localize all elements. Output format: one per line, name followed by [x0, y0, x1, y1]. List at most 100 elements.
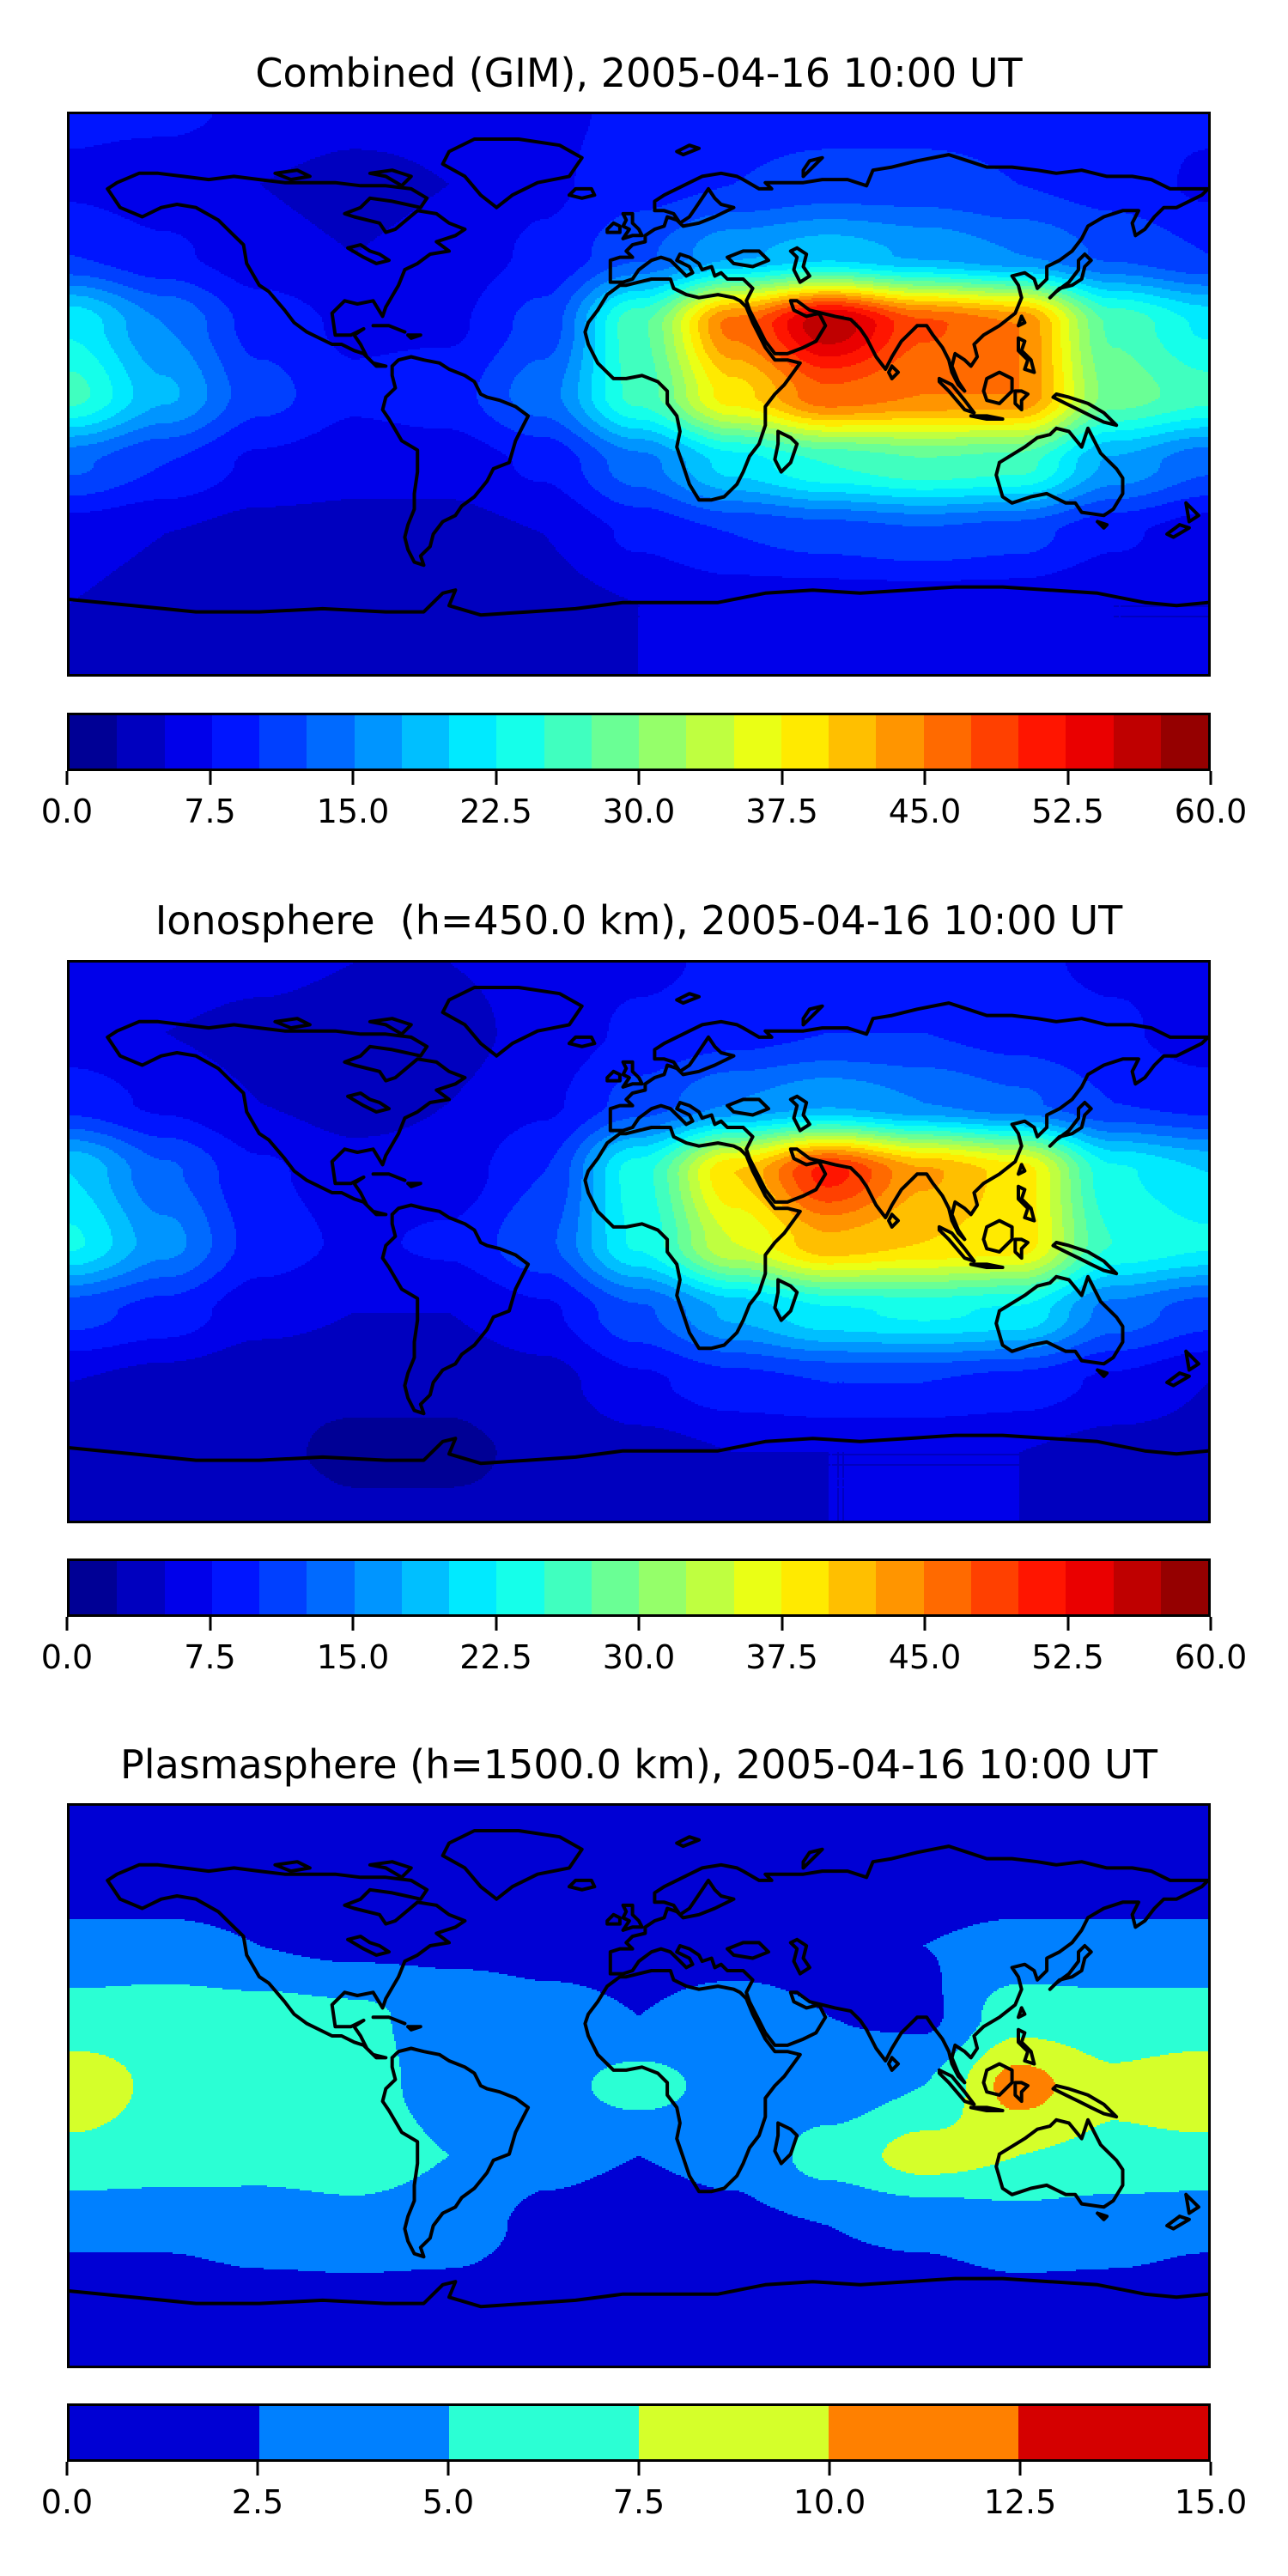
tec-heatmap-ionosphere [70, 963, 1208, 1521]
colorbar-tick-label: 15.0 [316, 793, 390, 830]
colorbar-segment [829, 715, 877, 769]
coastline-path [788, 1094, 811, 1133]
coastline-path [440, 1829, 584, 1901]
coastline-path [1048, 1101, 1093, 1148]
colorbar-labels-ionosphere: 0.0 7.5 15.0 22.5 30.0 37.5 45.0 52.5 60.0 [41, 1638, 1248, 1680]
coastline-path [801, 1004, 824, 1027]
coastline-path [675, 992, 701, 1005]
coastline-path [106, 1862, 467, 2060]
coastline-path [346, 1091, 391, 1114]
colorbar-segment [876, 715, 924, 769]
colorbar-ionosphere [67, 1558, 1211, 1617]
colorbar-segment [449, 715, 497, 769]
colorbar-segment [733, 1561, 781, 1614]
coastline-path [608, 1001, 1208, 1242]
colorbar-tick-mark [495, 771, 497, 785]
colorbar-segment [354, 1561, 402, 1614]
colorbar-segment [923, 1561, 971, 1614]
colorbar-tick-label: 37.5 [745, 1638, 818, 1676]
tec-heatmap-plasmasphere [70, 1806, 1208, 2366]
coastline-path [368, 168, 413, 188]
coastline-path [1017, 1184, 1036, 1223]
colorbar-tick-label: 0.0 [40, 793, 94, 830]
coastline-path [371, 1172, 407, 1182]
colorbar-segment [401, 715, 449, 769]
colorbar-segment [1113, 715, 1161, 769]
coastline-path [1096, 1368, 1109, 1378]
colorbar-segment [544, 1561, 592, 1614]
coastline-path [726, 1097, 770, 1117]
colorbar-segment [829, 2406, 1018, 2459]
coastline-path [605, 1912, 622, 1926]
colorbar-tick-mark [65, 2462, 69, 2476]
colorbar-tick-mark [351, 1617, 355, 1631]
coastline-path [773, 429, 799, 474]
colorbar-segment [449, 2406, 639, 2459]
coastline-path [106, 171, 467, 368]
coastline-path [568, 1035, 597, 1048]
colorbar-tick-mark [637, 771, 641, 785]
coastline-path [440, 137, 584, 210]
colorbar-tick-label: 52.5 [1031, 1638, 1104, 1676]
colorbar-tick-label: 60.0 [1174, 1638, 1248, 1676]
coastline-path [1013, 2081, 1030, 2104]
coastline-path [1165, 523, 1191, 539]
colorbar-tick-mark [65, 771, 69, 785]
colorbar-segment [639, 1561, 687, 1614]
map-panel-combined [67, 112, 1211, 677]
coastline-path [106, 1019, 467, 1217]
coastline-path [1013, 389, 1030, 412]
colorbar-tick-mark [923, 771, 927, 785]
colorbar-tick-label: 15.0 [316, 1638, 390, 1676]
coastline-path [70, 1433, 1208, 1466]
coastline-path [1165, 1371, 1191, 1388]
coastline-path [568, 186, 597, 200]
colorbar-tick-label: 5.0 [422, 2483, 475, 2521]
coastline-path [608, 1844, 1208, 2085]
coastline-path [994, 426, 1125, 518]
colorbar-segment [1018, 715, 1066, 769]
colorbar-tick-label: 45.0 [888, 1638, 962, 1676]
coastline-path [1017, 1163, 1027, 1176]
colorbar-segment [259, 715, 307, 769]
colorbar-segment [639, 2406, 829, 2459]
colorbar-tick-mark [65, 1617, 69, 1631]
coastline-path [1096, 2211, 1109, 2221]
colorbar-tick-label: 30.0 [602, 1638, 676, 1676]
coastline-path [371, 2015, 407, 2026]
colorbar-segment [259, 1561, 307, 1614]
coastline-path [801, 155, 824, 179]
colorbar-segment [117, 715, 165, 769]
coastline-path [801, 1847, 824, 1870]
colorbar-ticks-ionosphere [65, 1617, 1212, 1632]
colorbar-segment [401, 1561, 449, 1614]
coastline-path [368, 1017, 413, 1036]
coastline-path [1017, 2006, 1027, 2020]
figure-title-plasmasphere: Plasmasphere (h=1500.0 km), 2005-04-16 1… [120, 1741, 1157, 1788]
colorbar-tick-mark [637, 2462, 641, 2476]
figure-ionosphere: Ionosphere (h=450.0 km), 2005-04-16 10:0… [41, 895, 1248, 1702]
coastline-path [371, 324, 407, 334]
coastline-path [1017, 336, 1036, 374]
colorbar-ticks-combined [65, 771, 1212, 787]
colorbar-tick-mark [637, 1617, 641, 1631]
colorbar-segment [686, 715, 734, 769]
colorbar-tick-label: 15.0 [1174, 2483, 1248, 2521]
coastline-path [773, 2121, 799, 2166]
figure-combined-gim: Combined (GIM), 2005-04-16 10:00 UT 0.0 7… [41, 47, 1248, 854]
coastline-path [994, 1274, 1125, 1366]
colorbar-segment [829, 1561, 877, 1614]
coastlines-overlay [70, 1829, 1208, 2309]
colorbar-tick-mark [1209, 771, 1212, 785]
coastline-path [273, 1017, 312, 1030]
coastline-path [887, 1212, 900, 1229]
tec-heatmap-combined [70, 114, 1208, 674]
colorbar-tick-mark [351, 771, 355, 785]
colorbar-segment [1160, 1561, 1208, 1614]
colorbar-segment [259, 2406, 449, 2459]
coastlines-overlay [70, 137, 1208, 617]
colorbar-segment [496, 715, 544, 769]
coastline-path [981, 1218, 1014, 1254]
colorbar-tick-label: 2.5 [231, 2483, 284, 2521]
colorbar-tick-label: 60.0 [1174, 793, 1248, 830]
